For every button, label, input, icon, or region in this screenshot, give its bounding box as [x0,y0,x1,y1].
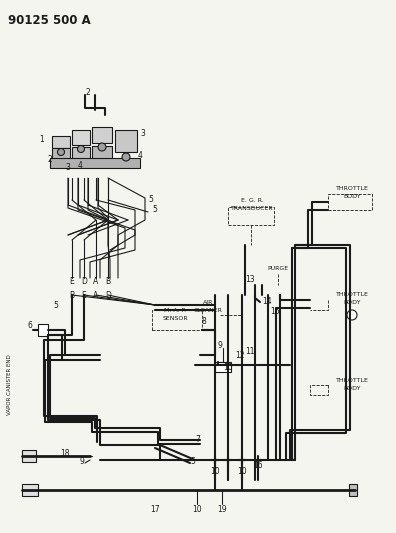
Text: 6: 6 [27,320,32,329]
Text: 10: 10 [237,467,247,477]
Bar [92,127,112,143]
Text: 5: 5 [53,301,58,310]
Bar [52,148,70,162]
Text: 10: 10 [223,364,233,373]
Text: 5: 5 [190,457,195,466]
Bar [72,130,90,145]
Text: 19: 19 [217,505,227,514]
Text: B: B [69,290,74,300]
Text: E: E [82,290,86,300]
Text: CLEANER: CLEANER [194,308,223,312]
Text: 15: 15 [270,308,280,317]
Text: 3: 3 [65,164,70,173]
Text: BODY: BODY [343,301,361,305]
Bar [22,484,38,496]
Bar [22,450,36,462]
Text: E: E [70,278,74,287]
Text: 17: 17 [150,505,160,514]
Text: 9: 9 [217,341,222,350]
Text: D: D [105,290,111,300]
Text: AIR: AIR [203,300,213,304]
Text: SENSOR: SENSOR [162,316,188,320]
Text: THROTTLE: THROTTLE [335,377,368,383]
Text: 14: 14 [262,297,272,306]
Text: 11: 11 [245,348,255,357]
Text: E. G. R.: E. G. R. [241,198,263,203]
Bar [349,484,357,496]
Text: 3: 3 [140,128,145,138]
Text: 13: 13 [246,276,255,285]
Text: 10: 10 [192,505,202,514]
Text: 4: 4 [138,150,143,159]
Bar [38,324,48,336]
Bar [152,310,202,330]
Text: A: A [93,290,99,300]
Bar [92,146,112,159]
Text: 10: 10 [210,467,220,477]
Text: 18: 18 [60,448,70,457]
Text: 2: 2 [47,156,52,165]
Text: 16: 16 [253,462,263,471]
Circle shape [57,149,65,156]
Circle shape [122,153,130,161]
Text: 7: 7 [195,435,200,445]
Circle shape [98,143,106,151]
Text: 12: 12 [235,351,244,359]
Text: 1: 1 [39,135,44,144]
Text: PURGE: PURGE [267,265,289,271]
Bar [328,194,372,210]
Bar [52,136,70,148]
Bar [228,207,274,225]
Text: 5: 5 [148,196,153,205]
Text: M. A. P.: M. A. P. [164,308,186,312]
Circle shape [78,146,84,152]
Text: A: A [93,278,99,287]
Text: 5: 5 [152,206,157,214]
Text: 2: 2 [86,88,90,97]
Text: VAPOR CANISTER END: VAPOR CANISTER END [8,354,13,415]
Text: THROTTLE: THROTTLE [335,293,368,297]
Text: 4: 4 [78,160,83,169]
Bar [115,130,137,152]
Text: 8: 8 [202,318,207,327]
Text: TRANSDUCER: TRANSDUCER [231,206,273,211]
Text: D: D [81,278,87,287]
Text: 90125 500 A: 90125 500 A [8,14,91,27]
Circle shape [347,310,357,320]
Text: 9: 9 [80,457,84,466]
Text: BODY: BODY [343,385,361,391]
Text: BODY: BODY [343,193,361,198]
Text: B: B [105,278,110,287]
Bar [50,158,140,168]
Bar [72,147,90,160]
Text: THROTTLE: THROTTLE [335,185,368,190]
Bar [215,362,231,372]
